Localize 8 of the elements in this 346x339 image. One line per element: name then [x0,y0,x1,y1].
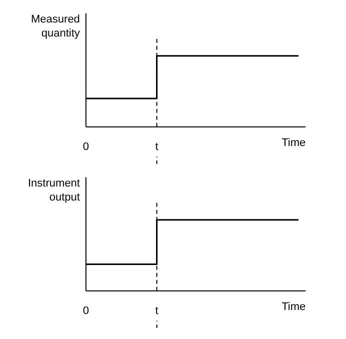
x-axis-title: Time [282,300,306,313]
y-axis-title: Measured quantity [31,13,80,40]
x-tick-label: 0 [82,304,89,317]
x-tick-label: t [155,304,158,317]
y-axis-title: Instrument output [28,177,80,204]
x-tick-label: 0 [82,140,89,153]
x-axis-title: Time [282,136,306,149]
x-tick-label: t [155,140,158,153]
